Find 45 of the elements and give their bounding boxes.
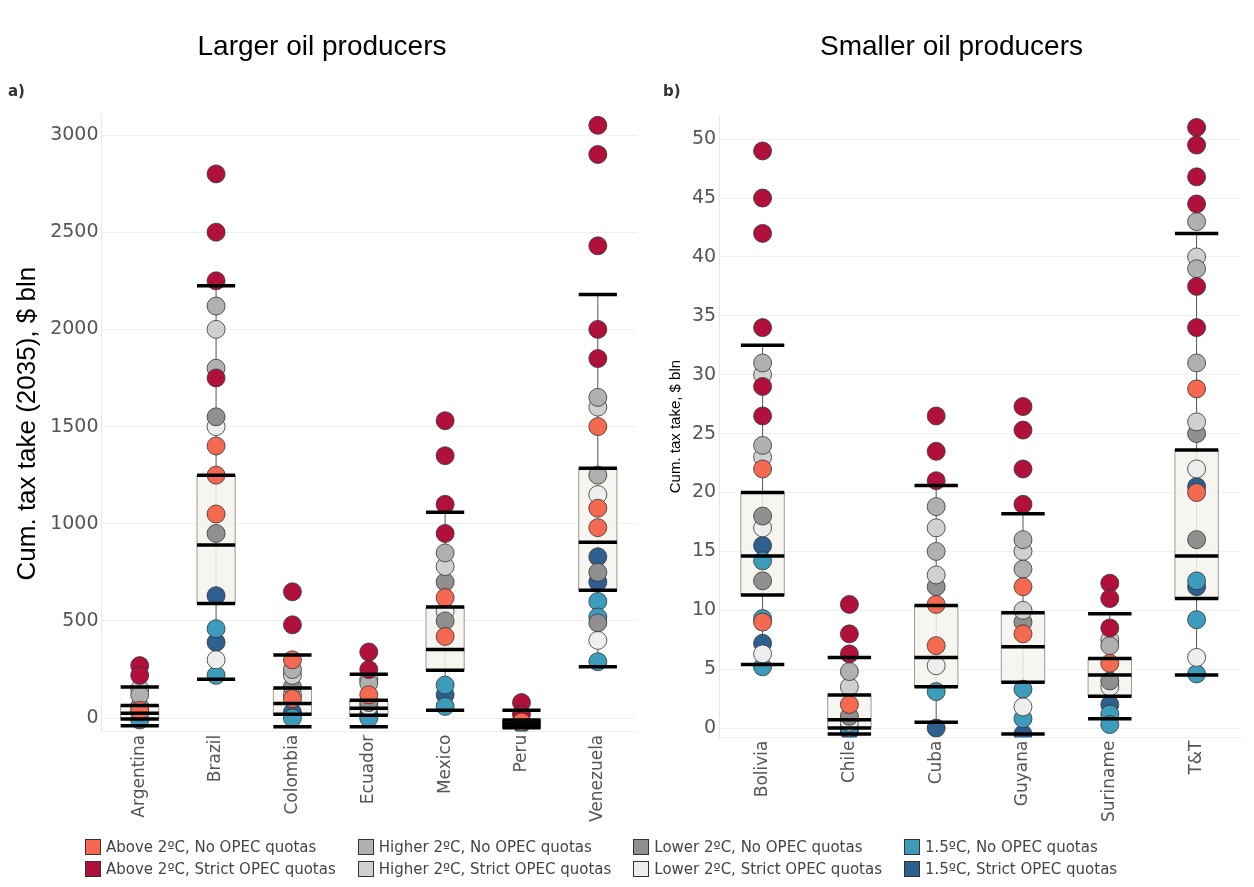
y-tick-label: 10 (691, 597, 717, 620)
y-tick-label: 3000 (50, 121, 99, 144)
y-tick-label: 35 (691, 302, 717, 325)
y-tick-label: 45 (691, 184, 717, 207)
y-tick-label: 30 (691, 361, 717, 384)
x-tick-label: Suriname (1098, 740, 1119, 823)
x-tick-label: Bolivia (751, 740, 771, 798)
y-tick-label: 40 (691, 243, 717, 266)
y-tick-label: 1000 (50, 510, 99, 533)
y-tick-label: 500 (62, 607, 99, 630)
y-tick-label: 1500 (50, 413, 99, 436)
y-tick-label: 25 (691, 420, 717, 443)
chart-subtitle: b) (663, 82, 681, 101)
y-axis-title: Cum. tax take (2035), $ bln (10, 266, 41, 581)
legend-label: 1.5ºC, No OPEC quotas (924, 838, 1098, 856)
legend-label: 1.5ºC, Strict OPEC quotas (924, 860, 1118, 878)
legend-label: Above 2ºC, No OPEC quotas (106, 838, 317, 856)
x-tick-label: T&T (1185, 739, 1206, 776)
legend-label: Higher 2ºC, No OPEC quotas (378, 838, 592, 856)
y-tick-label: 0 (704, 715, 717, 738)
x-tick-label: Cuba (924, 740, 945, 785)
x-tick-label: Chile (837, 740, 858, 784)
y-tick-label: 2500 (50, 219, 99, 242)
x-tick-label: Venezuela (586, 734, 607, 823)
x-tick-label: Peru (509, 734, 530, 773)
y-axis-title: Cum. tax take, $ bln (666, 359, 684, 494)
x-tick-label: Colombia (280, 734, 301, 815)
legend-label: Higher 2ºC, Strict OPEC quotas (378, 860, 612, 878)
legend-label: Lower 2ºC, Strict OPEC quotas (654, 860, 882, 878)
x-tick-label: Ecuador (357, 734, 378, 805)
x-tick-label: Argentina (128, 734, 149, 818)
x-tick-label: Brazil (204, 734, 225, 783)
chart-subtitle: a) (8, 82, 25, 101)
x-tick-label: Guyana (1011, 740, 1032, 807)
y-tick-label: 5 (704, 656, 717, 679)
y-tick-label: 15 (691, 538, 717, 561)
x-tick-label: Mexico (433, 734, 454, 795)
y-tick-label: 0 (86, 705, 99, 728)
y-tick-label: 2000 (50, 316, 99, 339)
legend-label: Lower 2ºC, No OPEC quotas (654, 838, 863, 856)
legend-label: Above 2ºC, Strict OPEC quotas (106, 860, 336, 878)
chart-title: Smaller oil producers (820, 29, 1083, 61)
y-tick-label: 20 (691, 479, 717, 502)
chart-title: Larger oil producers (197, 29, 447, 61)
y-tick-label: 50 (691, 126, 717, 149)
